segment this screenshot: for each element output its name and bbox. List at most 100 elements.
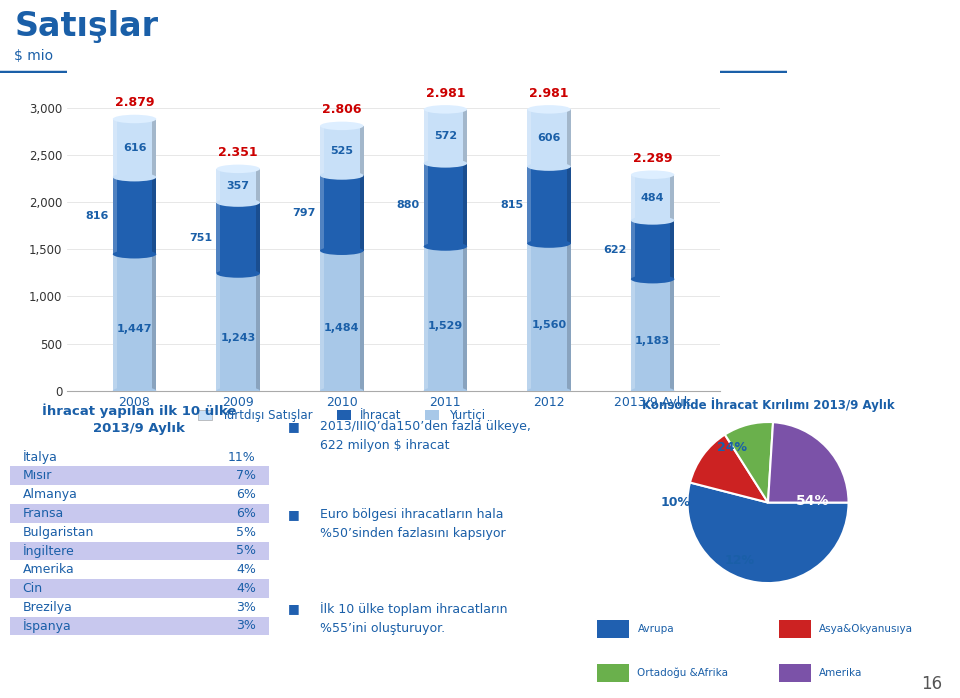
Text: 880: 880: [396, 200, 420, 210]
Text: ■: ■: [288, 508, 300, 521]
Bar: [631, 279, 675, 391]
Text: Fransa: Fransa: [23, 507, 63, 520]
Text: 1,447: 1,447: [117, 325, 153, 334]
Ellipse shape: [320, 171, 364, 179]
Bar: [631, 279, 635, 391]
Text: 10%: 10%: [660, 496, 690, 509]
Text: İtalya: İtalya: [23, 450, 58, 464]
Ellipse shape: [631, 275, 675, 283]
Bar: [216, 169, 260, 202]
Bar: [256, 274, 260, 391]
Text: 2.879: 2.879: [115, 96, 155, 109]
Bar: [216, 169, 221, 202]
Ellipse shape: [320, 387, 364, 395]
Text: 1,529: 1,529: [428, 321, 463, 331]
Text: 1,484: 1,484: [324, 322, 360, 333]
Bar: [360, 175, 364, 251]
Text: 797: 797: [293, 208, 316, 218]
Bar: [320, 175, 364, 251]
Text: 751: 751: [189, 233, 212, 243]
Text: 616: 616: [123, 143, 146, 153]
Ellipse shape: [320, 246, 364, 255]
Text: 2013/IIIQ’da150’den fazla ülkeye,
622 milyon $ ihracat: 2013/IIIQ’da150’den fazla ülkeye, 622 mi…: [320, 420, 531, 452]
Bar: [631, 174, 635, 221]
Text: Konsolide İhracat Kırılımı 2013/9 Aylık: Konsolide İhracat Kırılımı 2013/9 Aylık: [641, 398, 895, 412]
Text: Amerika: Amerika: [23, 563, 74, 576]
Bar: [112, 177, 156, 254]
Ellipse shape: [112, 173, 156, 181]
Bar: [527, 167, 571, 244]
Text: Almanya: Almanya: [23, 488, 78, 501]
Bar: [216, 202, 260, 274]
Bar: [320, 126, 324, 175]
Text: 2.289: 2.289: [633, 152, 672, 165]
FancyBboxPatch shape: [10, 616, 269, 635]
Text: $ mio: $ mio: [14, 49, 54, 63]
Text: 815: 815: [500, 200, 523, 210]
Bar: [423, 246, 427, 391]
Bar: [464, 163, 468, 246]
Text: 24%: 24%: [717, 441, 747, 454]
Bar: [566, 167, 571, 244]
Text: 6%: 6%: [236, 488, 255, 501]
Legend: Yurtdışı Satışlar, İhracat, Yurtiçi: Yurtdışı Satışlar, İhracat, Yurtiçi: [193, 404, 490, 426]
Text: 3%: 3%: [236, 619, 255, 632]
Text: 572: 572: [434, 131, 457, 142]
Text: 2.806: 2.806: [322, 103, 362, 116]
Text: 816: 816: [85, 211, 108, 221]
Ellipse shape: [112, 250, 156, 258]
Bar: [360, 126, 364, 175]
Bar: [423, 110, 468, 163]
Bar: [112, 254, 156, 391]
Ellipse shape: [216, 387, 260, 395]
Bar: [216, 274, 221, 391]
Bar: [112, 119, 117, 177]
Text: ■: ■: [288, 602, 300, 615]
Text: Asya&Okyanusıya: Asya&Okyanusıya: [819, 624, 913, 634]
Wedge shape: [768, 422, 849, 503]
Bar: [320, 175, 324, 251]
Text: 1,183: 1,183: [636, 336, 670, 346]
Text: 2.351: 2.351: [218, 146, 258, 159]
Text: 525: 525: [330, 146, 353, 156]
Ellipse shape: [423, 242, 468, 251]
Text: 2.981: 2.981: [529, 87, 568, 100]
Bar: [527, 244, 571, 391]
Text: 16: 16: [922, 675, 943, 693]
Text: 11%: 11%: [228, 451, 255, 463]
FancyBboxPatch shape: [10, 542, 269, 560]
Ellipse shape: [527, 239, 571, 248]
Bar: [256, 169, 260, 202]
FancyBboxPatch shape: [779, 621, 811, 639]
Bar: [670, 279, 675, 391]
Bar: [153, 177, 156, 254]
Ellipse shape: [112, 387, 156, 395]
Ellipse shape: [423, 387, 468, 395]
Wedge shape: [725, 422, 773, 503]
Bar: [320, 126, 364, 175]
Ellipse shape: [631, 216, 675, 225]
Bar: [216, 202, 221, 274]
Text: Ortadoğu &Afrika: Ortadoğu &Afrika: [637, 667, 729, 678]
Bar: [153, 254, 156, 391]
Text: Brezilya: Brezilya: [23, 601, 72, 614]
Bar: [670, 221, 675, 279]
Ellipse shape: [216, 269, 260, 278]
Wedge shape: [687, 482, 849, 583]
Ellipse shape: [216, 165, 260, 173]
Text: 5%: 5%: [236, 544, 255, 558]
Bar: [216, 274, 260, 391]
Text: Euro bölgesi ihracatların hala
%50’sinden fazlasını kapsıyor: Euro bölgesi ihracatların hala %50’sinde…: [320, 508, 505, 540]
Bar: [112, 119, 156, 177]
FancyBboxPatch shape: [10, 579, 269, 597]
Wedge shape: [690, 435, 768, 503]
Ellipse shape: [320, 121, 364, 130]
Text: Satışlar: Satışlar: [14, 10, 158, 43]
Bar: [423, 163, 468, 246]
Text: 606: 606: [538, 133, 561, 143]
Ellipse shape: [423, 159, 468, 168]
Ellipse shape: [527, 387, 571, 395]
FancyBboxPatch shape: [779, 664, 811, 682]
Text: 5%: 5%: [236, 526, 255, 539]
FancyBboxPatch shape: [10, 466, 269, 485]
